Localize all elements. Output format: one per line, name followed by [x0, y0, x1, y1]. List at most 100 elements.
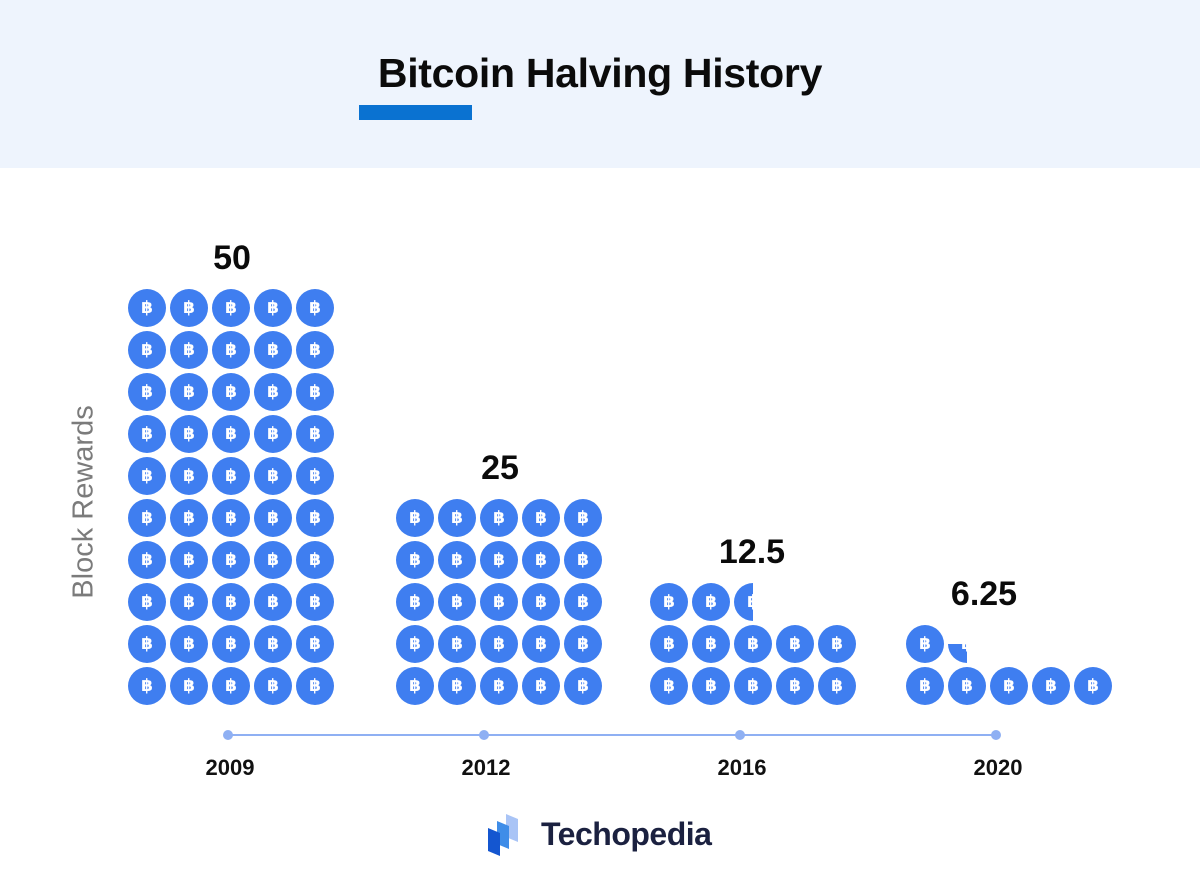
partial-bitcoin-coin-icon: ฿ [948, 644, 967, 663]
bitcoin-coin-icon: ฿ [170, 415, 208, 453]
bitcoin-coin-icon: ฿ [128, 289, 166, 327]
bitcoin-coin-icon: ฿ [212, 583, 250, 621]
bitcoin-coin-icon: ฿ [650, 583, 688, 621]
bitcoin-coin-icon: ฿ [254, 583, 292, 621]
bitcoin-coin-icon: ฿ [170, 667, 208, 705]
bitcoin-coin-icon: ฿ [212, 373, 250, 411]
bitcoin-coin-icon: ฿ [564, 541, 602, 579]
bitcoin-coin-icon: ฿ [170, 331, 208, 369]
bitcoin-coin-icon: ฿ [990, 667, 1028, 705]
bitcoin-coin-icon: ฿ [692, 583, 730, 621]
bitcoin-coin-icon: ฿ [734, 583, 753, 621]
bitcoin-coin-icon: ฿ [296, 331, 334, 369]
bitcoin-coin-icon: ฿ [734, 625, 772, 663]
value-label-2016: 12.5 [718, 533, 786, 571]
techopedia-logo-icon [488, 814, 518, 856]
bitcoin-coin-icon: ฿ [480, 499, 518, 537]
bitcoin-coin-icon: ฿ [254, 625, 292, 663]
bitcoin-coin-icon: ฿ [128, 625, 166, 663]
bitcoin-coin-icon: ฿ [438, 667, 476, 705]
bitcoin-coin-icon: ฿ [212, 541, 250, 579]
timeline-dot-2009 [223, 730, 233, 740]
value-label-2012: 25 [481, 449, 519, 487]
bitcoin-coin-icon: ฿ [692, 667, 730, 705]
title-underline [359, 105, 472, 120]
x-tick-label-2020: 2020 [973, 755, 1023, 780]
bitcoin-coin-icon: ฿ [296, 373, 334, 411]
bitcoin-coin-icon: ฿ [212, 457, 250, 495]
bitcoin-coin-icon: ฿ [170, 289, 208, 327]
timeline-axis [228, 734, 997, 736]
bitcoin-coin-icon: ฿ [254, 331, 292, 369]
bitcoin-coin-icon: ฿ [296, 457, 334, 495]
bitcoin-coin-icon: ฿ [734, 667, 772, 705]
bitcoin-coin-icon: ฿ [564, 583, 602, 621]
bitcoin-coin-icon: ฿ [170, 457, 208, 495]
bitcoin-coin-icon: ฿ [438, 625, 476, 663]
bitcoin-coin-icon: ฿ [212, 331, 250, 369]
x-tick-label-2016: 2016 [717, 755, 767, 780]
bitcoin-coin-icon: ฿ [170, 541, 208, 579]
bitcoin-coin-icon: ฿ [296, 289, 334, 327]
header-band [0, 0, 1200, 168]
bitcoin-coin-icon: ฿ [170, 583, 208, 621]
bitcoin-coin-icon: ฿ [522, 499, 560, 537]
bitcoin-coin-icon: ฿ [170, 625, 208, 663]
bitcoin-coin-icon: ฿ [522, 583, 560, 621]
bitcoin-coin-icon: ฿ [564, 625, 602, 663]
bitcoin-coin-icon: ฿ [170, 373, 208, 411]
timeline-dot-2020 [991, 730, 1001, 740]
bitcoin-coin-icon: ฿ [396, 583, 434, 621]
bitcoin-coin-icon: ฿ [522, 625, 560, 663]
bitcoin-coin-icon: ฿ [480, 541, 518, 579]
bitcoin-coin-icon: ฿ [564, 667, 602, 705]
bitcoin-coin-icon: ฿ [438, 583, 476, 621]
bitcoin-coin-icon: ฿ [212, 499, 250, 537]
bitcoin-coin-icon: ฿ [818, 667, 856, 705]
value-label-2020: 6.25 [950, 575, 1018, 613]
bitcoin-coin-icon: ฿ [948, 644, 967, 663]
value-label-2009: 50 [213, 239, 251, 277]
bitcoin-coin-icon: ฿ [438, 541, 476, 579]
bitcoin-coin-icon: ฿ [296, 499, 334, 537]
bitcoin-coin-icon: ฿ [438, 499, 476, 537]
bitcoin-coin-icon: ฿ [128, 667, 166, 705]
bitcoin-coin-icon: ฿ [254, 373, 292, 411]
bitcoin-coin-icon: ฿ [906, 625, 944, 663]
bitcoin-coin-icon: ฿ [254, 499, 292, 537]
bitcoin-coin-icon: ฿ [128, 541, 166, 579]
bitcoin-coin-icon: ฿ [170, 499, 208, 537]
bitcoin-coin-icon: ฿ [128, 457, 166, 495]
bitcoin-coin-icon: ฿ [776, 667, 814, 705]
y-axis-label: Block Rewards [67, 405, 100, 599]
bitcoin-coin-icon: ฿ [522, 541, 560, 579]
bitcoin-coin-icon: ฿ [212, 625, 250, 663]
bitcoin-coin-icon: ฿ [480, 625, 518, 663]
bitcoin-coin-icon: ฿ [296, 541, 334, 579]
bitcoin-coin-icon: ฿ [296, 667, 334, 705]
bitcoin-coin-icon: ฿ [818, 625, 856, 663]
bitcoin-coin-icon: ฿ [254, 289, 292, 327]
x-tick-label-2009: 2009 [205, 755, 255, 780]
timeline-dot-2016 [735, 730, 745, 740]
bitcoin-coin-icon: ฿ [692, 625, 730, 663]
page-title: Bitcoin Halving History [377, 50, 823, 96]
bitcoin-coin-icon: ฿ [212, 289, 250, 327]
bitcoin-coin-icon: ฿ [480, 583, 518, 621]
bitcoin-coin-icon: ฿ [254, 457, 292, 495]
bitcoin-coin-icon: ฿ [254, 415, 292, 453]
bitcoin-coin-icon: ฿ [480, 667, 518, 705]
bitcoin-coin-icon: ฿ [296, 583, 334, 621]
bitcoin-coin-icon: ฿ [128, 373, 166, 411]
bitcoin-coin-icon: ฿ [948, 667, 986, 705]
bitcoin-coin-icon: ฿ [254, 667, 292, 705]
bitcoin-coin-icon: ฿ [564, 499, 602, 537]
bitcoin-coin-icon: ฿ [396, 667, 434, 705]
bitcoin-coin-icon: ฿ [128, 415, 166, 453]
bitcoin-coin-icon: ฿ [212, 415, 250, 453]
bitcoin-coin-icon: ฿ [254, 541, 292, 579]
bitcoin-coin-icon: ฿ [650, 625, 688, 663]
bitcoin-coin-icon: ฿ [906, 667, 944, 705]
bitcoin-coin-icon: ฿ [1074, 667, 1112, 705]
bitcoin-coin-icon: ฿ [296, 625, 334, 663]
